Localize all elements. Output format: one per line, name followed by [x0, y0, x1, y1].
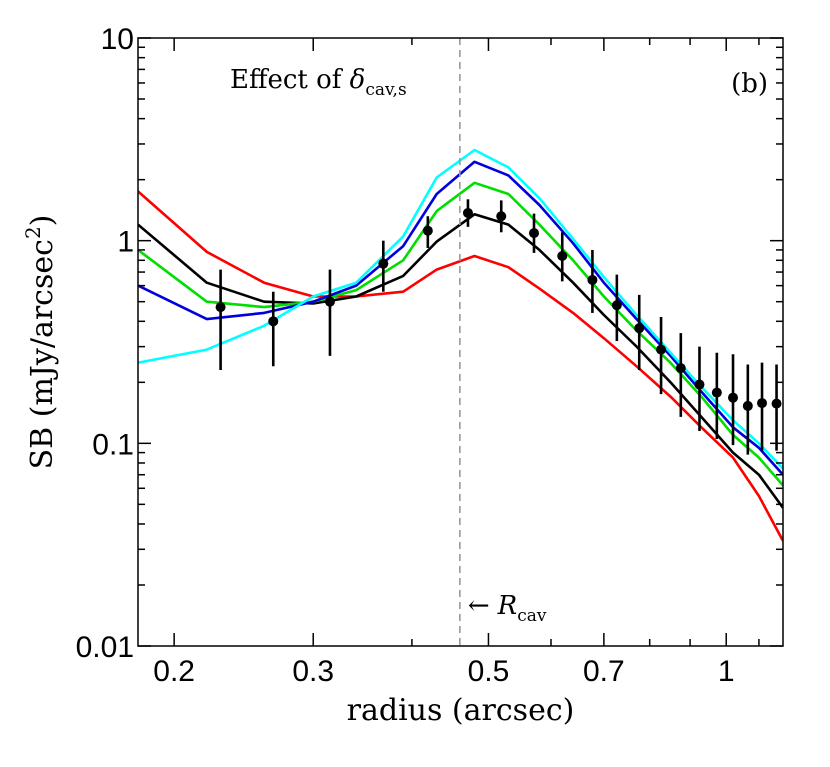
data-point [694, 379, 705, 390]
data-point [378, 258, 389, 269]
model-line-4 [138, 160, 783, 476]
x-tick-label: 0.5 [468, 655, 510, 688]
data-point [462, 207, 473, 218]
reference-line-label: ← Rcav [468, 591, 547, 626]
x-tick-label: 1 [718, 655, 735, 688]
model-line-5 [138, 148, 783, 470]
data-point [611, 300, 622, 311]
data-point [324, 296, 335, 307]
y-axis-title: SB (mJy/arcsec2) [21, 215, 60, 470]
data-point [634, 323, 645, 334]
reference-line-subscript: cav [517, 606, 547, 626]
y-axis-title-superscript: 2 [21, 226, 45, 239]
x-tick-label: 0.3 [292, 655, 334, 688]
data-point [771, 398, 782, 409]
reference-line-symbol: R [497, 591, 518, 621]
x-tick-label: 0.7 [583, 655, 625, 688]
x-tick-label: 0.2 [153, 655, 195, 688]
axis-tick-labels: 0.2 0.3 0.5 0.7 1 0.01 0.1 1 10 [76, 23, 735, 688]
effect-annotation: Effect of δcav,s [230, 65, 407, 100]
effect-annotation-text: Effect of [230, 65, 350, 95]
x-axis-title: radius (arcsec) [347, 693, 575, 728]
data-point [742, 400, 753, 411]
y-tick-label: 10 [101, 23, 134, 56]
y-axis-title-main: SB (mJy/arcsec [25, 239, 60, 469]
data-point [711, 387, 722, 398]
data-point [529, 228, 540, 239]
data-point [656, 344, 667, 355]
data-point [587, 274, 598, 285]
panel-label: (b) [731, 69, 768, 99]
data-point [268, 316, 279, 327]
plot-frame [137, 37, 784, 647]
y-tick-label: 1 [117, 226, 134, 259]
reference-line-arrow: ← [468, 591, 490, 621]
data-point [675, 363, 686, 374]
y-tick-label: 0.1 [92, 428, 134, 461]
effect-annotation-subscript: cav,s [365, 80, 406, 100]
data-point [757, 398, 768, 409]
data-point [422, 225, 433, 236]
y-axis-title-close: ) [25, 215, 60, 227]
data-point [728, 392, 739, 403]
data-point [557, 251, 568, 262]
axis-ticks [138, 37, 783, 647]
model-lines [138, 148, 783, 542]
observed-points [215, 199, 782, 455]
data-point [215, 302, 226, 313]
model-line-1 [138, 190, 783, 542]
effect-annotation-symbol: δ [350, 65, 366, 95]
data-point [496, 211, 507, 222]
y-tick-label: 0.01 [76, 631, 134, 664]
